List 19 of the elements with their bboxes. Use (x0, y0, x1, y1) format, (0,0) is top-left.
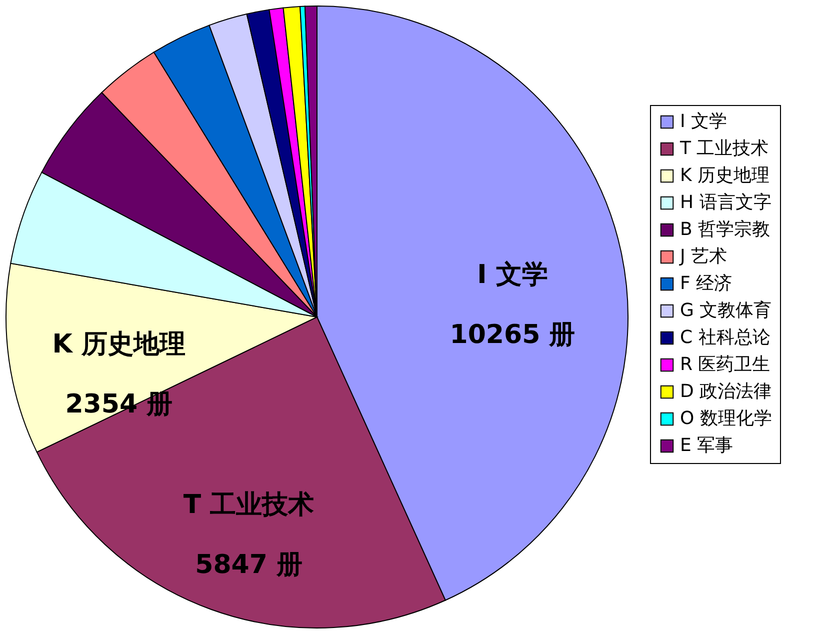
legend-label: C 社科总论 (680, 327, 770, 348)
legend-label: T 工业技术 (679, 138, 769, 159)
slice-label: K 历史地理 (52, 329, 186, 360)
data-label: 5847 册 (195, 550, 303, 580)
legend-label: O 数理化学 (680, 408, 772, 429)
data-label: 10265 册 (450, 320, 576, 350)
slice-label: T 工业技术 (183, 490, 314, 520)
legend-label: D 政治法律 (680, 381, 772, 402)
legend-label: E 军事 (680, 435, 734, 456)
legend-label: R 医药卫生 (680, 354, 770, 375)
data-label: 2354 册 (65, 389, 173, 420)
legend-label: B 哲学宗教 (680, 219, 770, 240)
legend-label: H 语言文字 (680, 192, 772, 213)
legend-label: F 经济 (680, 273, 732, 294)
legend-label: J 艺术 (679, 246, 728, 267)
legend-label: G 文教体育 (680, 300, 772, 321)
slice-label: I 文学 (477, 260, 548, 290)
legend-label: K 历史地理 (680, 165, 770, 186)
legend-label: I 文学 (680, 111, 728, 132)
